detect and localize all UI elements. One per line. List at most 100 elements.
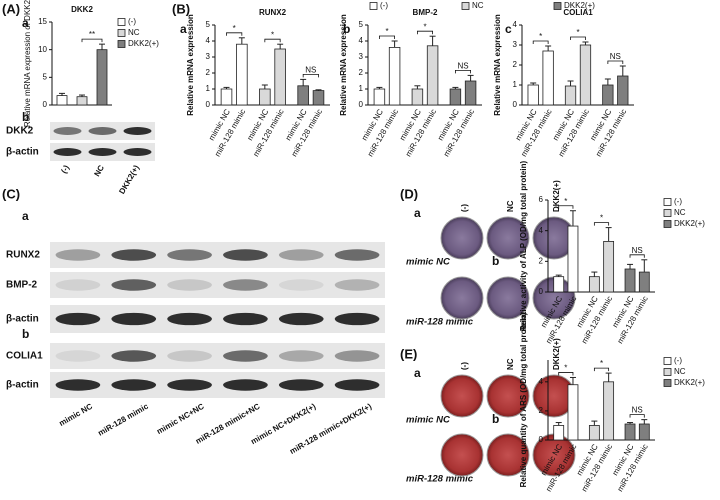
bar bbox=[602, 84, 614, 106]
blot-row-label: COLIA1 bbox=[6, 351, 43, 362]
bar bbox=[624, 423, 636, 441]
y-axis-label: Relative activity of ALP (OD/mg total pr… bbox=[519, 161, 528, 332]
bar bbox=[236, 43, 248, 106]
y-tick-label: 5 bbox=[359, 20, 364, 29]
blot-row-label: β-actin bbox=[6, 314, 39, 325]
blot-band bbox=[123, 127, 152, 135]
column-label: NC bbox=[506, 200, 515, 212]
legend-swatch bbox=[663, 220, 672, 228]
y-tick-label: 3 bbox=[513, 40, 518, 49]
y-tick-label: 0 bbox=[539, 287, 544, 296]
blot bbox=[50, 305, 385, 333]
column-label: NC bbox=[506, 358, 515, 370]
blot-band bbox=[167, 249, 212, 261]
y-tick-label: 5 bbox=[206, 20, 211, 29]
blot-band bbox=[111, 379, 157, 391]
lane-label: (-) bbox=[59, 163, 71, 175]
significance-label: ** bbox=[89, 30, 95, 39]
significance-label: * bbox=[385, 27, 388, 36]
significance-bracket bbox=[455, 70, 471, 74]
sub-label: b bbox=[343, 22, 350, 36]
sub-label: c bbox=[505, 22, 512, 36]
row-label: mimic NC bbox=[406, 257, 450, 268]
blot bbox=[50, 242, 385, 268]
y-tick-label: 1 bbox=[359, 84, 364, 93]
bar bbox=[588, 425, 600, 441]
significance-label: * bbox=[271, 30, 274, 39]
bar bbox=[579, 44, 592, 106]
legend-label: (-) bbox=[380, 1, 388, 10]
panel-label: (C) bbox=[2, 186, 20, 201]
column-label: (-) bbox=[460, 204, 469, 212]
chart-title: DKK2 bbox=[71, 5, 93, 14]
significance-bracket bbox=[607, 60, 624, 64]
y-tick-label: 2 bbox=[359, 68, 364, 77]
significance-bracket bbox=[593, 367, 610, 372]
blot bbox=[50, 343, 385, 369]
bar bbox=[527, 84, 539, 106]
y-axis-label: Relative mRNA expression of DKK2 bbox=[23, 0, 32, 127]
y-tick-label: 1 bbox=[513, 80, 518, 89]
sub-label: b bbox=[22, 110, 29, 124]
bar bbox=[220, 88, 233, 106]
well bbox=[440, 216, 484, 260]
well bbox=[486, 374, 530, 418]
legend-swatch bbox=[461, 2, 470, 10]
row-label: miR-128 mimic bbox=[406, 474, 474, 485]
y-axis-label: Relative quantity of ARS (OD/mg total pr… bbox=[519, 312, 528, 487]
legend-swatch bbox=[117, 18, 126, 26]
blot-band bbox=[55, 279, 101, 291]
legend-swatch bbox=[663, 357, 672, 365]
row-label: miR-128 mimic bbox=[406, 317, 474, 328]
well bbox=[440, 374, 484, 418]
blot-band bbox=[223, 249, 268, 261]
bar bbox=[564, 85, 577, 106]
bar bbox=[312, 90, 325, 106]
lane-label: mimic NC bbox=[58, 402, 95, 428]
chart-title: RUNX2 bbox=[259, 8, 287, 17]
sub-label: a bbox=[180, 22, 187, 36]
blot-band bbox=[167, 279, 212, 291]
significance-bracket bbox=[226, 32, 243, 36]
y-axis-label: Relative mRNA expression bbox=[339, 14, 348, 116]
significance-bracket bbox=[558, 372, 574, 376]
y-tick-label: 5 bbox=[43, 72, 48, 81]
blot-band bbox=[88, 127, 117, 135]
bar bbox=[603, 240, 615, 293]
significance-bracket bbox=[81, 38, 103, 43]
bar bbox=[567, 384, 579, 441]
significance-label: NS bbox=[632, 246, 643, 255]
y-tick-label: 4 bbox=[206, 36, 211, 45]
blot-band bbox=[278, 350, 324, 362]
legend-label: DKK2(+) bbox=[674, 219, 705, 228]
y-tick-label: 0 bbox=[513, 100, 518, 109]
bar bbox=[588, 276, 600, 293]
blot bbox=[50, 372, 385, 398]
blot-band bbox=[55, 249, 101, 261]
blot-row-label: DKK2 bbox=[6, 126, 34, 137]
bar bbox=[464, 80, 477, 106]
column-label: (-) bbox=[460, 362, 469, 370]
sub-label: a bbox=[22, 209, 29, 223]
bar bbox=[603, 381, 615, 441]
lane-label: DKK2(+) bbox=[117, 163, 141, 195]
blot-band bbox=[278, 249, 324, 261]
significance-bracket bbox=[532, 40, 549, 44]
y-tick-label: 4 bbox=[359, 36, 364, 45]
significance-bracket bbox=[629, 414, 645, 418]
well bbox=[440, 433, 484, 477]
legend-label: (-) bbox=[674, 197, 682, 206]
bar bbox=[617, 75, 629, 106]
panel-label: (D) bbox=[400, 186, 418, 201]
chart-title: BMP-2 bbox=[413, 8, 438, 17]
bar bbox=[274, 48, 286, 106]
blot-band bbox=[167, 379, 212, 391]
significance-bracket bbox=[558, 205, 574, 209]
legend-swatch bbox=[553, 2, 562, 10]
significance-bracket bbox=[379, 35, 395, 39]
bar bbox=[388, 47, 401, 106]
blot-band bbox=[123, 148, 152, 156]
panel-label: (A) bbox=[2, 1, 20, 16]
y-tick-label: 0 bbox=[43, 100, 48, 109]
